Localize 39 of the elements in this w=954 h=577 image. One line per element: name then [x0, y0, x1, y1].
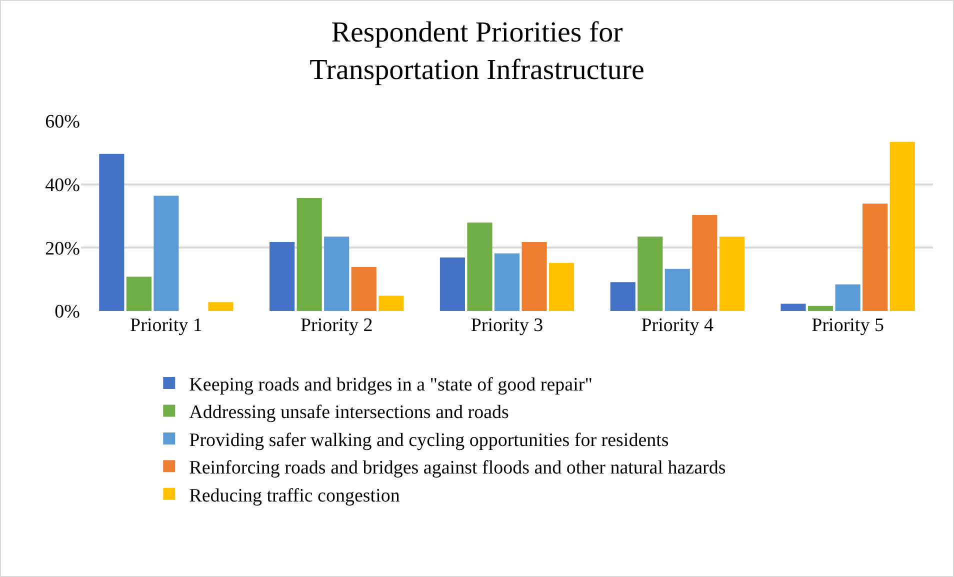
bar [638, 236, 663, 311]
x-tick-label: Priority 3 [470, 315, 544, 336]
bar [664, 268, 690, 311]
y-tick-label: 20% [45, 238, 80, 260]
bar [835, 284, 860, 311]
bar [324, 236, 350, 311]
bar [494, 253, 520, 311]
bar [378, 296, 404, 311]
bar [692, 215, 718, 311]
bar [296, 198, 322, 311]
legend-label: Reducing traffic congestion [189, 485, 400, 506]
bar [208, 302, 234, 311]
x-tick-label: Priority 1 [130, 315, 202, 336]
x-tick-label: Priority 2 [300, 315, 373, 336]
bar [126, 276, 152, 311]
bar [522, 242, 547, 311]
bar [154, 196, 179, 311]
x-tick-label: Priority 5 [812, 315, 884, 336]
bar [270, 242, 295, 311]
x-tick-label: Priority 4 [641, 315, 714, 336]
legend-label: Reinforcing roads and bridges against floods and other natural hazards [189, 458, 726, 479]
bar [719, 236, 744, 311]
bar [862, 204, 888, 311]
y-tick-label: 0% [54, 302, 80, 323]
bar [467, 222, 492, 311]
bar [610, 282, 636, 311]
bar [808, 306, 834, 311]
chart-title: Respondent Priorities for Transportation Infrastructure [310, 16, 644, 86]
y-tick-label: 40% [45, 174, 80, 196]
bar [440, 257, 466, 311]
bar [351, 266, 376, 311]
y-tick-label: 60% [45, 112, 80, 133]
bar [780, 304, 806, 311]
bar [548, 262, 574, 311]
legend-label: Providing safer walking and cycling opportunities for residents [189, 430, 669, 451]
legend-label: Keeping roads and bridges in a "state of good repair" [189, 374, 592, 396]
bar [890, 142, 915, 311]
legend-label: Addressing unsafe intersections and roads [189, 402, 509, 424]
bar [99, 154, 124, 311]
